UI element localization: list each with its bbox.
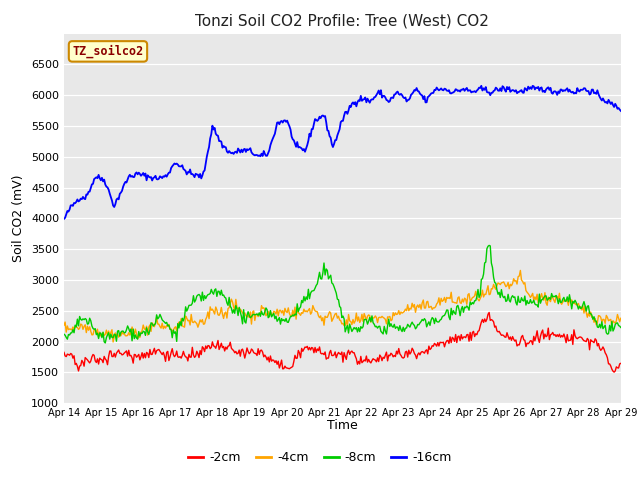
-4cm (329, 316, 337, 322)
-16cm (328, 141, 335, 147)
Line: -2cm: -2cm (64, 312, 621, 372)
-4cm (60, 322, 68, 328)
-2cm (518, 334, 525, 340)
-4cm (109, 339, 117, 345)
-8cm (60, 331, 68, 337)
-2cm (617, 360, 625, 366)
-4cm (617, 315, 625, 321)
X-axis label: Time: Time (327, 420, 358, 432)
-4cm (393, 312, 401, 317)
-4cm (606, 317, 614, 323)
-8cm (326, 274, 333, 280)
Text: TZ_soilco2: TZ_soilco2 (72, 45, 143, 58)
-8cm (519, 298, 527, 303)
-16cm (605, 97, 612, 103)
-8cm (617, 324, 625, 330)
-8cm (102, 340, 109, 346)
-2cm (362, 358, 369, 364)
-4cm (516, 267, 524, 273)
Line: -16cm: -16cm (64, 86, 621, 219)
-4cm (362, 317, 370, 323)
-8cm (329, 281, 337, 287)
-16cm (324, 128, 332, 134)
-8cm (393, 324, 401, 330)
Line: -4cm: -4cm (64, 270, 621, 342)
Title: Tonzi Soil CO2 Profile: Tree (West) CO2: Tonzi Soil CO2 Profile: Tree (West) CO2 (195, 13, 490, 28)
-16cm (392, 91, 399, 97)
-4cm (519, 278, 527, 284)
-8cm (362, 317, 370, 323)
-16cm (60, 216, 68, 222)
-2cm (611, 369, 618, 375)
-16cm (518, 87, 525, 93)
Line: -8cm: -8cm (64, 245, 621, 343)
-2cm (60, 349, 68, 355)
Y-axis label: Soil CO2 (mV): Soil CO2 (mV) (12, 175, 26, 262)
-2cm (328, 353, 335, 359)
-2cm (324, 355, 332, 361)
Legend: -2cm, -4cm, -8cm, -16cm: -2cm, -4cm, -8cm, -16cm (183, 446, 457, 469)
-16cm (617, 108, 625, 114)
-2cm (605, 361, 612, 367)
-4cm (326, 309, 333, 314)
-8cm (485, 242, 493, 248)
-2cm (392, 354, 399, 360)
-8cm (606, 323, 614, 328)
-16cm (362, 95, 369, 100)
-2cm (485, 310, 493, 315)
-16cm (477, 83, 485, 89)
